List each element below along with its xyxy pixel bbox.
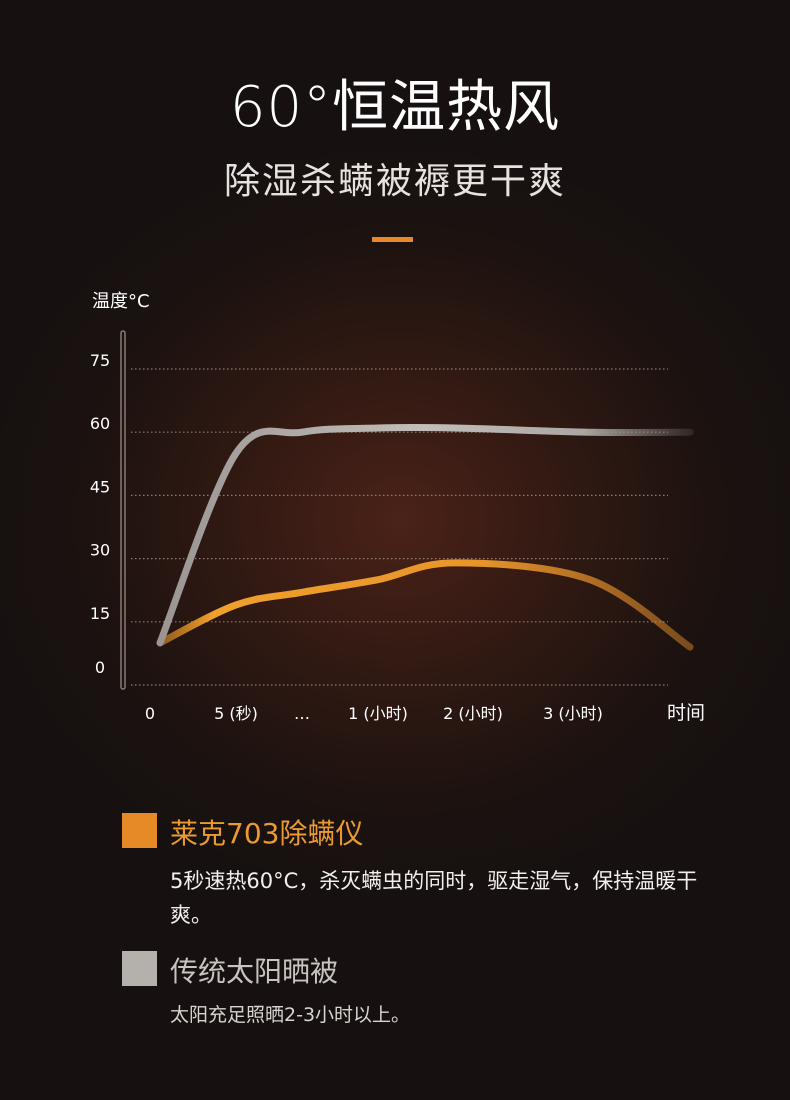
x-tick-label: 0 — [145, 704, 155, 723]
series-line-laike — [156, 423, 694, 647]
series-line-sun — [156, 559, 694, 651]
legend-name: 传统太阳晒被 — [170, 955, 339, 988]
y-axis-label: 温度°C — [92, 291, 150, 312]
page-subtitle: 除湿杀螨被褥更干爽 — [223, 161, 566, 202]
y-tick-label: 30 — [90, 541, 110, 560]
page-title: 60°恒温热风 — [229, 75, 561, 140]
legend-description: 太阳充足照晒2-3小时以上。 — [170, 1004, 411, 1026]
y-tick-label: 60 — [90, 414, 110, 433]
y-tick-label: 75 — [90, 351, 110, 370]
x-tick-label: … — [294, 704, 310, 723]
legend-name: 莱克703除螨仪 — [170, 817, 364, 850]
y-tick-label: 15 — [90, 604, 110, 623]
legend-description: 5秒速热60°C，杀灭螨虫的同时，驱走湿气，保持温暖干爽。 — [170, 869, 698, 927]
legend-swatch-gray — [122, 951, 157, 986]
legend-swatch-orange — [122, 813, 157, 848]
x-tick-label: 5 (秒) — [214, 704, 258, 723]
y-axis-line — [120, 330, 126, 690]
x-tick-label: 3 (小时) — [543, 704, 603, 723]
accent-divider — [372, 237, 413, 242]
x-axis-label: 时间 — [667, 702, 705, 724]
x-tick-label: 1 (小时) — [348, 704, 408, 723]
x-tick-label: 2 (小时) — [443, 704, 503, 723]
y-tick-label: 45 — [90, 477, 110, 496]
y-tick-label: 0 — [95, 658, 105, 677]
temperature-chart: 温度°C 75 60 45 30 15 0 0 5 (秒) … 1 (小时) 2 (小时) 3 (小… — [90, 291, 705, 724]
